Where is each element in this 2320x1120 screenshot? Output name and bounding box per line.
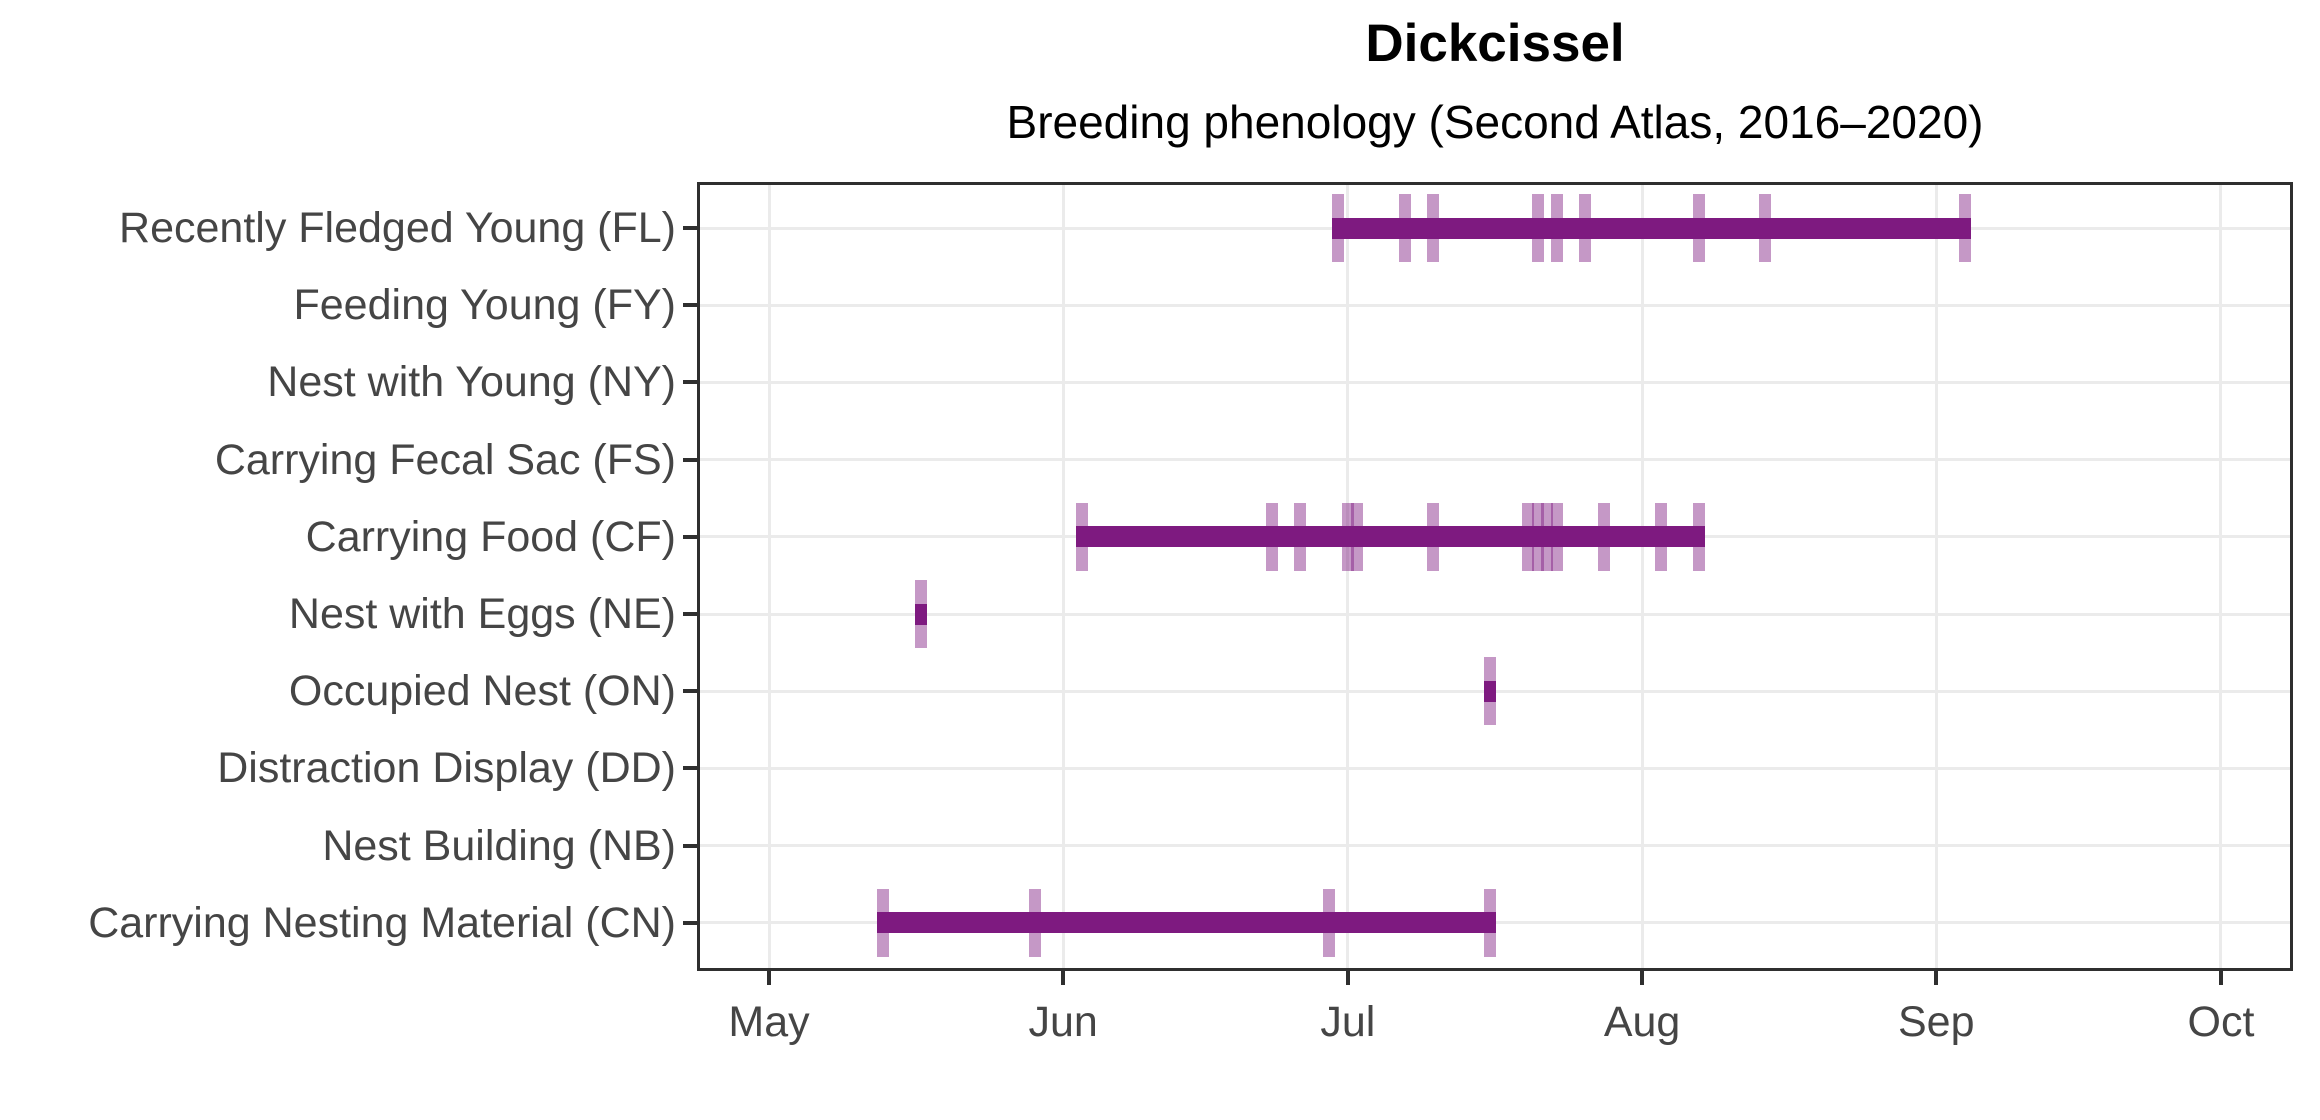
plot-panel [697,182,2293,971]
month-gridline [1934,185,1938,968]
x-axis-tick [1061,971,1066,985]
row-gridline [700,766,2290,770]
month-gridline [1640,185,1644,968]
y-axis-tick [683,766,697,771]
y-axis-label: Carrying Food (CF) [305,512,676,561]
row-gridline [700,303,2290,307]
x-axis-tick [1934,971,1939,985]
x-axis-tick [1345,971,1350,985]
x-axis-label: May [728,998,810,1046]
y-axis-label: Occupied Nest (ON) [288,667,676,716]
y-axis-label: Nest with Eggs (NE) [288,590,676,638]
range-bar [914,603,927,625]
y-axis-tick [683,226,697,230]
y-axis-label: Distraction Display (DD) [217,744,676,793]
row-gridline [700,612,2290,616]
range-bar [1332,217,1971,239]
y-axis-tick [683,920,697,925]
y-axis-tick [683,612,697,616]
chart-subtitle: Breeding phenology (Second Atlas, 2016–2… [1006,96,1984,148]
y-axis-label: Nest with Young (NY) [267,358,676,407]
x-axis-tick [767,971,771,985]
x-axis-label: Jun [1028,998,1098,1046]
row-gridline [700,458,2290,462]
month-gridline [2219,185,2223,968]
row-gridline [700,380,2290,384]
x-axis-label: Sep [1898,998,1975,1046]
x-axis-label: Oct [2187,998,2255,1046]
month-gridline [1061,185,1065,968]
row-gridline [700,844,2290,848]
y-axis-label: Nest Building (NB) [322,821,676,870]
month-gridline [767,185,771,968]
range-bar [1484,680,1497,702]
y-axis-label: Feeding Young (FY) [293,281,677,330]
x-axis-label: Aug [1603,998,1681,1046]
y-axis-label: Recently Fledged Young (FL) [119,204,676,252]
y-axis-tick [683,380,697,385]
x-axis-tick [1640,971,1645,985]
y-axis-tick [683,534,697,539]
y-axis-tick [683,457,697,462]
y-axis-tick [683,843,697,848]
y-axis-tick [683,689,697,694]
range-bar [876,912,1497,934]
y-axis-label: Carrying Fecal Sac (FS) [214,435,676,484]
range-bar [1076,526,1705,548]
x-axis-label: Jul [1320,998,1376,1046]
x-axis-tick [2218,971,2223,985]
month-gridline [1346,185,1350,968]
chart-title: Dickcissel [1365,14,1625,73]
y-axis-label: Carrying Nesting Material (CN) [88,898,676,947]
y-axis-tick [683,303,697,308]
